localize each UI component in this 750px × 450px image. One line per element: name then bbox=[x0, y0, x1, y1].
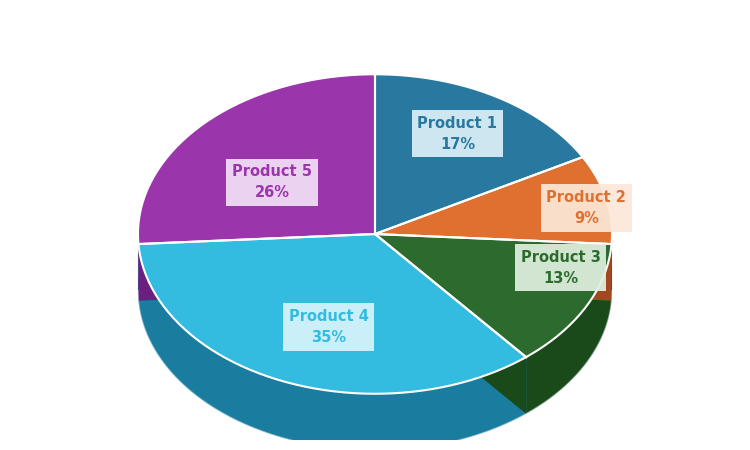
Polygon shape bbox=[139, 234, 526, 394]
Text: Product 2
9%: Product 2 9% bbox=[546, 190, 626, 226]
Text: Product 5
26%: Product 5 26% bbox=[232, 165, 312, 201]
Polygon shape bbox=[526, 244, 611, 414]
Text: Product 4
35%: Product 4 35% bbox=[289, 309, 368, 345]
Polygon shape bbox=[375, 74, 583, 234]
Polygon shape bbox=[139, 234, 375, 301]
Text: Product 1
17%: Product 1 17% bbox=[418, 116, 497, 152]
Polygon shape bbox=[139, 244, 526, 450]
Polygon shape bbox=[375, 234, 611, 301]
Polygon shape bbox=[139, 234, 375, 301]
Polygon shape bbox=[375, 234, 526, 414]
Polygon shape bbox=[138, 74, 375, 244]
Polygon shape bbox=[375, 234, 611, 357]
Polygon shape bbox=[138, 131, 612, 450]
Text: Product 3
13%: Product 3 13% bbox=[520, 249, 601, 285]
Polygon shape bbox=[375, 157, 612, 244]
Polygon shape bbox=[375, 234, 611, 301]
Polygon shape bbox=[375, 234, 526, 414]
